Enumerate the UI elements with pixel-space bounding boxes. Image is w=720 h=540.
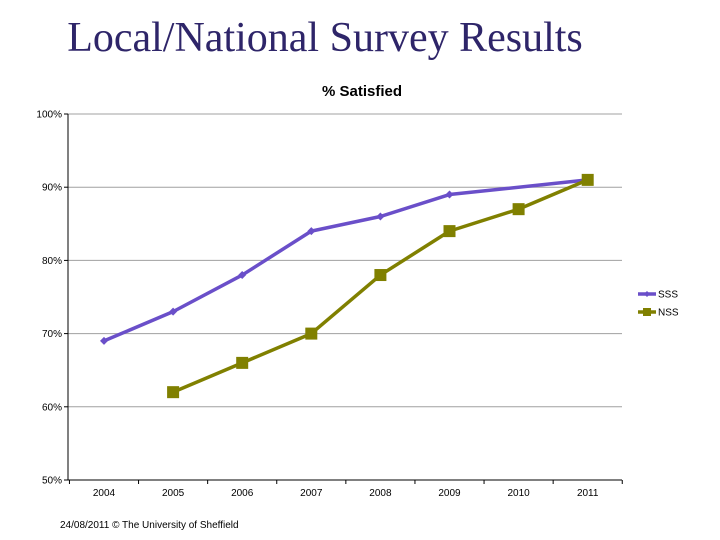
data-point <box>238 271 247 280</box>
x-tick-labels: 2004 2005 2006 2007 2008 2009 2010 2011 <box>93 488 599 499</box>
legend-label: SSS <box>658 290 678 301</box>
series-layer <box>100 173 594 399</box>
y-tick-label: 90% <box>42 183 62 194</box>
x-tick-label: 2011 <box>577 488 599 499</box>
series-nss <box>167 173 594 399</box>
legend-item: SSS <box>638 290 678 301</box>
legend-marker <box>643 308 651 316</box>
legend-item: NSS <box>638 308 679 319</box>
data-point <box>236 356 249 369</box>
data-point <box>169 307 178 316</box>
chart-title: % Satisfied <box>322 83 402 100</box>
gridlines <box>68 113 622 481</box>
y-tick-label: 100% <box>36 110 62 121</box>
slide-title: Local/National Survey Results <box>67 15 583 61</box>
y-tick-label: 70% <box>42 329 62 340</box>
data-point <box>581 173 594 186</box>
x-tick-label: 2004 <box>93 488 116 499</box>
series-line <box>172 178 589 394</box>
data-point <box>512 203 525 216</box>
axes <box>64 113 623 484</box>
data-point <box>374 269 387 282</box>
data-point <box>443 225 456 238</box>
data-point <box>307 227 316 236</box>
y-tick-label: 80% <box>42 256 62 267</box>
x-tick-label: 2007 <box>300 488 323 499</box>
line-chart: % Satisfied 50% 60% 70% 80% 90% 100% 2004 2005… <box>36 83 679 499</box>
data-point <box>445 190 454 199</box>
y-tick-label: 60% <box>42 402 62 413</box>
y-tick-labels: 50% 60% 70% 80% 90% 100% <box>36 110 62 487</box>
x-tick-label: 2010 <box>507 488 530 499</box>
legend-label: NSS <box>658 308 679 319</box>
legend: SSS NSS <box>638 290 679 319</box>
x-tick-label: 2009 <box>438 488 461 499</box>
x-tick-label: 2005 <box>162 488 185 499</box>
y-tick-label: 50% <box>42 476 62 487</box>
x-tick-label: 2008 <box>369 488 392 499</box>
footer-text: 24/08/2011 © The University of Sheffield <box>60 520 239 531</box>
x-tick-label: 2006 <box>231 488 254 499</box>
legend-marker <box>644 291 650 297</box>
data-point <box>305 327 318 340</box>
data-point <box>167 386 180 399</box>
data-point <box>376 212 385 221</box>
data-point <box>100 336 108 345</box>
